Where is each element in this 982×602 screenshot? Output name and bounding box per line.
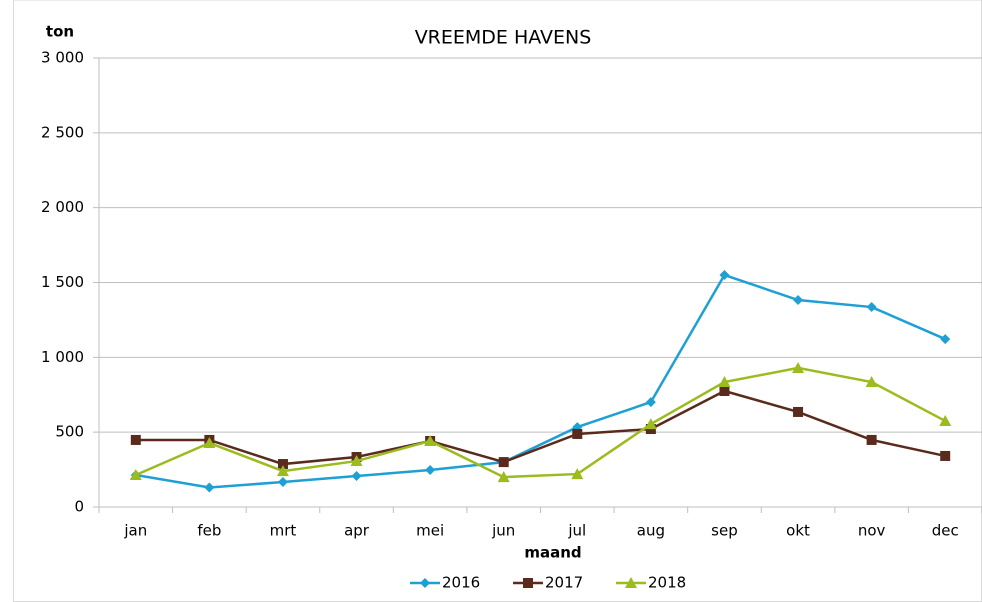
chart-title: VREEMDE HAVENS — [415, 27, 592, 49]
marker — [940, 334, 951, 345]
marker — [865, 376, 878, 388]
y-axis-label: ton — [46, 23, 74, 41]
series-line — [135, 366, 946, 479]
legend-label: 2016 — [442, 574, 480, 592]
marker — [645, 397, 656, 408]
marker — [350, 455, 363, 467]
marker — [129, 468, 142, 480]
marker — [351, 471, 362, 482]
marker — [571, 468, 584, 480]
x-tick-label: jan — [123, 522, 147, 540]
x-tick-label: apr — [344, 522, 370, 540]
x-tick-label: aug — [637, 522, 665, 540]
marker — [866, 434, 877, 445]
x-tick-label: jul — [567, 522, 586, 540]
x-tick-label: sep — [711, 522, 738, 540]
series-line — [135, 273, 946, 489]
marker — [276, 465, 289, 477]
marker — [572, 428, 583, 439]
marker — [523, 578, 533, 588]
x-tick-label: okt — [786, 522, 810, 540]
marker — [793, 295, 804, 306]
marker — [498, 457, 509, 468]
x-axis-label: maand — [524, 544, 581, 562]
marker — [719, 386, 730, 397]
marker — [203, 436, 216, 448]
x-tick-label: nov — [858, 522, 886, 540]
y-tick-label: 0 — [74, 498, 84, 516]
x-tick-label: mrt — [270, 522, 297, 540]
marker — [644, 418, 657, 430]
legend-label: 2017 — [545, 574, 583, 592]
y-tick-label: 1 000 — [41, 348, 84, 366]
y-tick-label: 3 000 — [41, 49, 84, 67]
marker — [277, 477, 288, 488]
legend-label: 2018 — [648, 574, 686, 592]
y-tick-label: 500 — [55, 423, 84, 441]
marker — [866, 302, 877, 313]
marker — [793, 406, 804, 417]
x-tick-label: feb — [197, 522, 221, 540]
marker — [277, 459, 288, 470]
y-tick-label: 1 500 — [41, 273, 84, 291]
x-tick-label: mei — [416, 522, 444, 540]
marker — [718, 376, 731, 388]
marker — [719, 270, 730, 281]
marker — [130, 434, 141, 445]
x-tick-label: dec — [932, 522, 959, 540]
marker — [939, 414, 952, 426]
x-tick-label: jun — [491, 522, 515, 540]
marker — [424, 434, 437, 446]
marker — [204, 482, 215, 493]
marker — [940, 450, 951, 461]
marker — [792, 361, 805, 373]
marker — [497, 471, 510, 483]
y-tick-label: 2 500 — [41, 123, 84, 141]
y-tick-label: 2 000 — [41, 198, 84, 216]
series-line — [135, 389, 946, 466]
marker — [420, 578, 430, 588]
marker — [625, 577, 637, 588]
chart-border — [13, 0, 982, 602]
marker — [425, 465, 436, 476]
